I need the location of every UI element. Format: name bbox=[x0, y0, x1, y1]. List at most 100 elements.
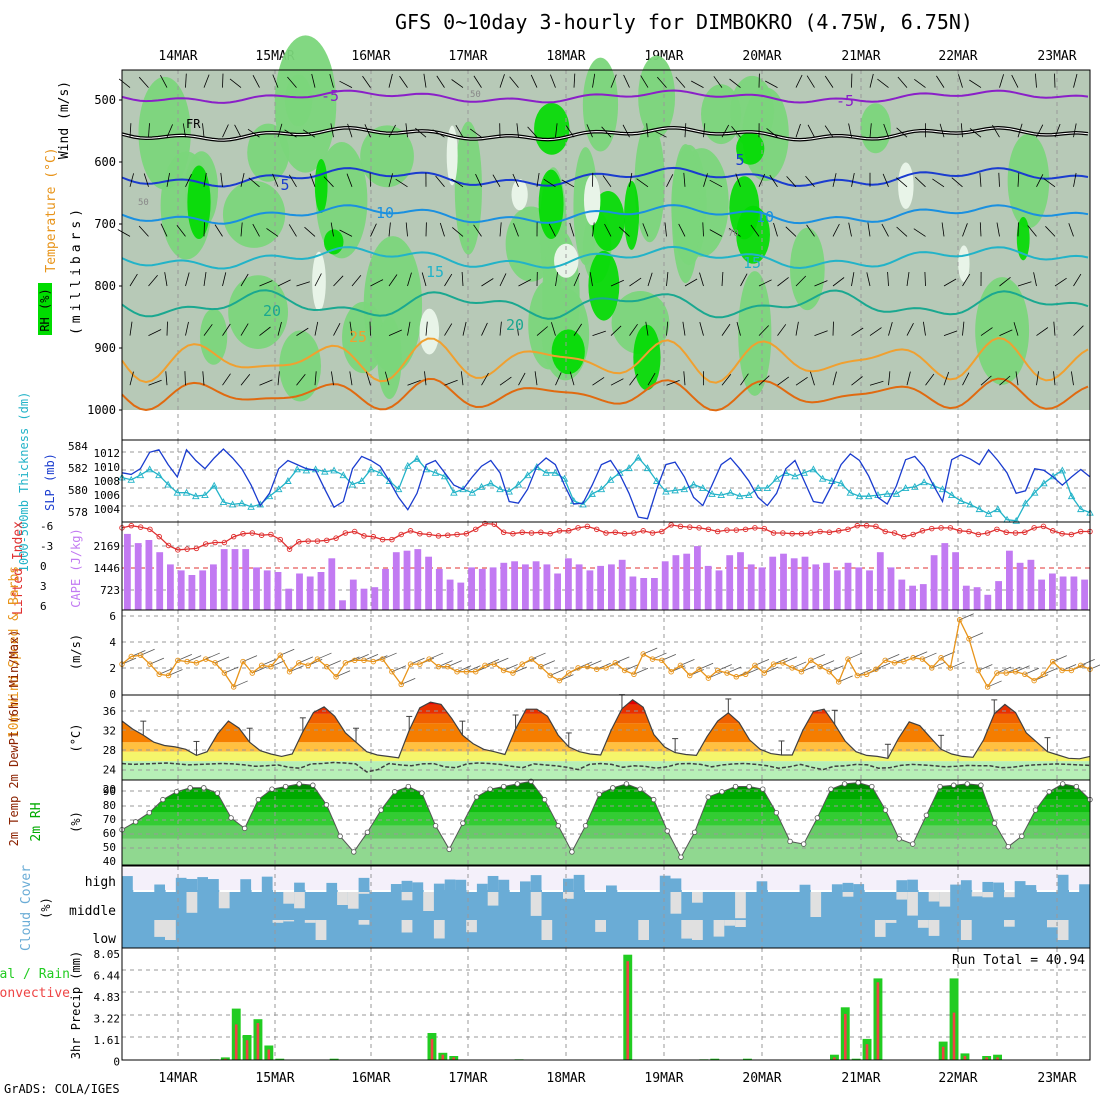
wind10m-unit: (m/s) bbox=[69, 634, 83, 670]
wind-barb bbox=[656, 76, 667, 88]
cape-bar bbox=[995, 581, 1002, 610]
precip-convective-bar bbox=[430, 1038, 434, 1060]
cloud-cell bbox=[681, 892, 693, 920]
cloud-cell bbox=[756, 868, 768, 890]
precip-convective-bar bbox=[224, 1058, 227, 1060]
cloud-high bbox=[197, 877, 209, 900]
cloud-cell bbox=[369, 892, 381, 920]
wind-barb bbox=[666, 321, 669, 336]
wind-barb bbox=[896, 177, 908, 188]
cape-bar bbox=[134, 543, 142, 610]
wind-barb bbox=[777, 324, 787, 336]
thickness-tick-2: 580 bbox=[68, 484, 88, 497]
precip-total-bar bbox=[851, 1058, 861, 1060]
cloud-cell bbox=[208, 868, 220, 890]
lifted-index-point bbox=[230, 533, 237, 540]
rh2m-point bbox=[351, 849, 357, 855]
wind-barb bbox=[148, 123, 150, 138]
cloud-cell bbox=[326, 892, 338, 920]
cloud-cell bbox=[853, 868, 865, 890]
wind-barb bbox=[129, 371, 134, 386]
wind-barb bbox=[366, 371, 371, 386]
cloud-cell bbox=[541, 892, 553, 920]
thickness-point bbox=[597, 485, 606, 493]
thickness-point bbox=[920, 478, 928, 486]
wind-barb bbox=[473, 75, 482, 88]
cloud-high bbox=[573, 874, 585, 897]
cloud-cell bbox=[240, 920, 252, 946]
cloud-low-base bbox=[122, 940, 1090, 948]
wind-barb bbox=[351, 274, 362, 287]
lifted-index-point bbox=[761, 525, 767, 532]
cloud-clear bbox=[735, 892, 747, 919]
cloud-cell bbox=[1014, 920, 1026, 946]
lifted-index-point bbox=[268, 531, 274, 538]
thickness-point bbox=[800, 468, 808, 476]
cloud-high bbox=[1057, 874, 1069, 897]
precip-convective-bar bbox=[441, 1054, 445, 1060]
lifted-index-point bbox=[593, 526, 600, 533]
rh2m-unit: (%) bbox=[69, 811, 83, 833]
wind10m-point bbox=[417, 661, 423, 667]
wind-barb bbox=[969, 79, 982, 88]
wind-barb bbox=[148, 379, 162, 386]
cloud-cell bbox=[1025, 892, 1037, 920]
lifted-index-point bbox=[175, 547, 181, 553]
wind-barb bbox=[247, 128, 260, 138]
cape-bar bbox=[478, 568, 486, 610]
wind-barb bbox=[684, 123, 687, 138]
lifted-index-point bbox=[659, 528, 665, 535]
rh2m-point bbox=[760, 786, 766, 792]
cape-bar bbox=[758, 567, 766, 610]
precip-total-bar bbox=[993, 1054, 1002, 1060]
cloud-cell bbox=[390, 892, 403, 920]
wind-barb bbox=[481, 322, 488, 336]
wind-barb bbox=[969, 128, 982, 138]
thickness-point bbox=[385, 477, 394, 484]
wind-barb bbox=[1033, 272, 1037, 287]
wind-barb bbox=[1054, 73, 1056, 88]
cloud-cell bbox=[896, 920, 908, 946]
lifted-index-point bbox=[919, 528, 926, 534]
wind-barb bbox=[806, 224, 815, 237]
date-label-bottom-8: 22MAR bbox=[938, 1071, 977, 1086]
thickness-point bbox=[772, 474, 781, 482]
cloud-clear bbox=[165, 920, 177, 946]
lifted-index-point bbox=[361, 533, 367, 539]
pressure-tick-2: 700 bbox=[94, 217, 116, 231]
pressure-tick-3: 800 bbox=[94, 279, 116, 293]
cloud-cell bbox=[272, 868, 284, 890]
cloud-cell bbox=[380, 892, 392, 920]
cloud-cell bbox=[1047, 920, 1059, 946]
cloud-cell bbox=[401, 892, 413, 920]
wind10m-point bbox=[1031, 677, 1037, 684]
cloud-cell bbox=[735, 920, 747, 946]
lifted-index-point bbox=[165, 542, 172, 549]
thickness-point bbox=[938, 485, 947, 493]
thickness-point bbox=[699, 484, 707, 491]
cloud-cell bbox=[272, 920, 284, 946]
precip-total-bar bbox=[743, 1058, 752, 1060]
cloud-high bbox=[670, 878, 682, 901]
cape-bar bbox=[565, 558, 572, 610]
cloud-cell bbox=[595, 892, 607, 920]
thickness-point bbox=[1021, 499, 1030, 507]
wind-barb bbox=[869, 73, 874, 88]
wind-barb bbox=[240, 323, 249, 336]
lifted-index-point bbox=[817, 528, 823, 535]
wind10m-point bbox=[528, 656, 535, 662]
rh-contour-label: 50 bbox=[470, 90, 481, 100]
cloud-cell bbox=[175, 892, 188, 920]
cloud-clear bbox=[1057, 920, 1069, 943]
rh2m-point bbox=[378, 807, 384, 813]
wind-barb bbox=[691, 80, 704, 88]
cloud-cell bbox=[175, 920, 188, 946]
thickness-point bbox=[274, 485, 283, 493]
cloud-cell bbox=[885, 920, 897, 946]
cloud-high bbox=[498, 879, 510, 902]
wind10m-point bbox=[956, 617, 963, 623]
rh2m-point bbox=[896, 836, 902, 842]
wind-barb bbox=[346, 173, 353, 187]
rh-dry-area bbox=[419, 308, 440, 355]
wind10m-point bbox=[472, 668, 479, 675]
